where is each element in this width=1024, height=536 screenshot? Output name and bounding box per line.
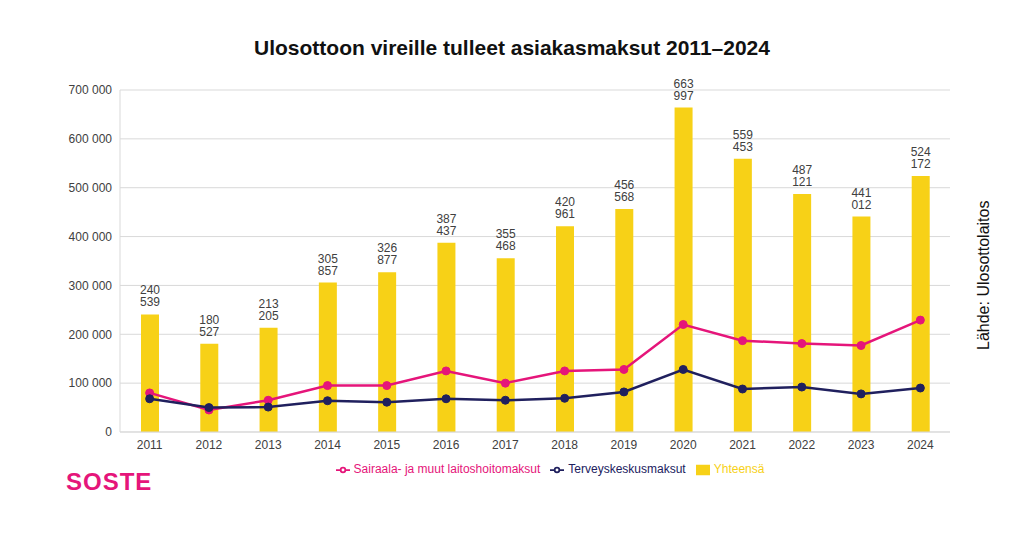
svg-text:100 000: 100 000	[69, 376, 113, 390]
svg-text:2016: 2016	[433, 438, 460, 452]
svg-text:213205: 213205	[259, 297, 279, 323]
svg-text:2015: 2015	[373, 438, 400, 452]
svg-text:400 000: 400 000	[69, 230, 113, 244]
svg-text:355468: 355468	[496, 227, 516, 253]
svg-text:524172: 524172	[911, 145, 931, 171]
svg-text:0: 0	[105, 425, 112, 439]
svg-text:559453: 559453	[733, 128, 753, 154]
svg-text:456568: 456568	[614, 178, 634, 204]
svg-text:2014: 2014	[314, 438, 341, 452]
html-text:Yhteensä: Yhteensä	[713, 462, 765, 476]
html-text:Ulosottoon vireille tulleet as: Ulosottoon vireille tulleet asiakasmaksu…	[254, 36, 770, 59]
svg-text:2011: 2011	[137, 438, 163, 452]
svg-text:2017: 2017	[492, 438, 519, 452]
html-text:Terveyskeskusmaksut: Terveyskeskusmaksut	[568, 462, 686, 476]
svg-text:2023: 2023	[848, 438, 875, 452]
svg-text:600 000: 600 000	[69, 132, 113, 146]
svg-text:420961: 420961	[555, 195, 575, 221]
svg-text:487121: 487121	[792, 163, 812, 189]
svg-text:2018: 2018	[551, 438, 578, 452]
svg-text:663997: 663997	[674, 77, 694, 103]
svg-text:2012: 2012	[196, 438, 223, 452]
svg-text:305857: 305857	[318, 252, 338, 278]
svg-text:200 000: 200 000	[69, 328, 113, 342]
svg-text:700 000: 700 000	[69, 83, 113, 97]
svg-text:441012: 441012	[851, 186, 871, 212]
svg-text:387437: 387437	[436, 212, 456, 238]
svg-text:2020: 2020	[670, 438, 697, 452]
svg-text:2021: 2021	[729, 438, 756, 452]
svg-text:500 000: 500 000	[69, 181, 113, 195]
svg-text:240539: 240539	[140, 283, 160, 309]
html-text:Sairaala- ja muut laitoshoitom: Sairaala- ja muut laitoshoitomaksut	[353, 462, 541, 476]
html-text:SOSTE: SOSTE	[66, 468, 153, 495]
html-text:Lähde: Ulosottolaitos: Lähde: Ulosottolaitos	[975, 200, 992, 350]
svg-text:2019: 2019	[611, 438, 638, 452]
svg-text:300 000: 300 000	[69, 279, 113, 293]
svg-text:326877: 326877	[377, 241, 397, 267]
svg-text:2024: 2024	[907, 438, 934, 452]
svg-text:2013: 2013	[255, 438, 282, 452]
svg-text:180527: 180527	[199, 313, 219, 339]
svg-text:2022: 2022	[788, 438, 815, 452]
